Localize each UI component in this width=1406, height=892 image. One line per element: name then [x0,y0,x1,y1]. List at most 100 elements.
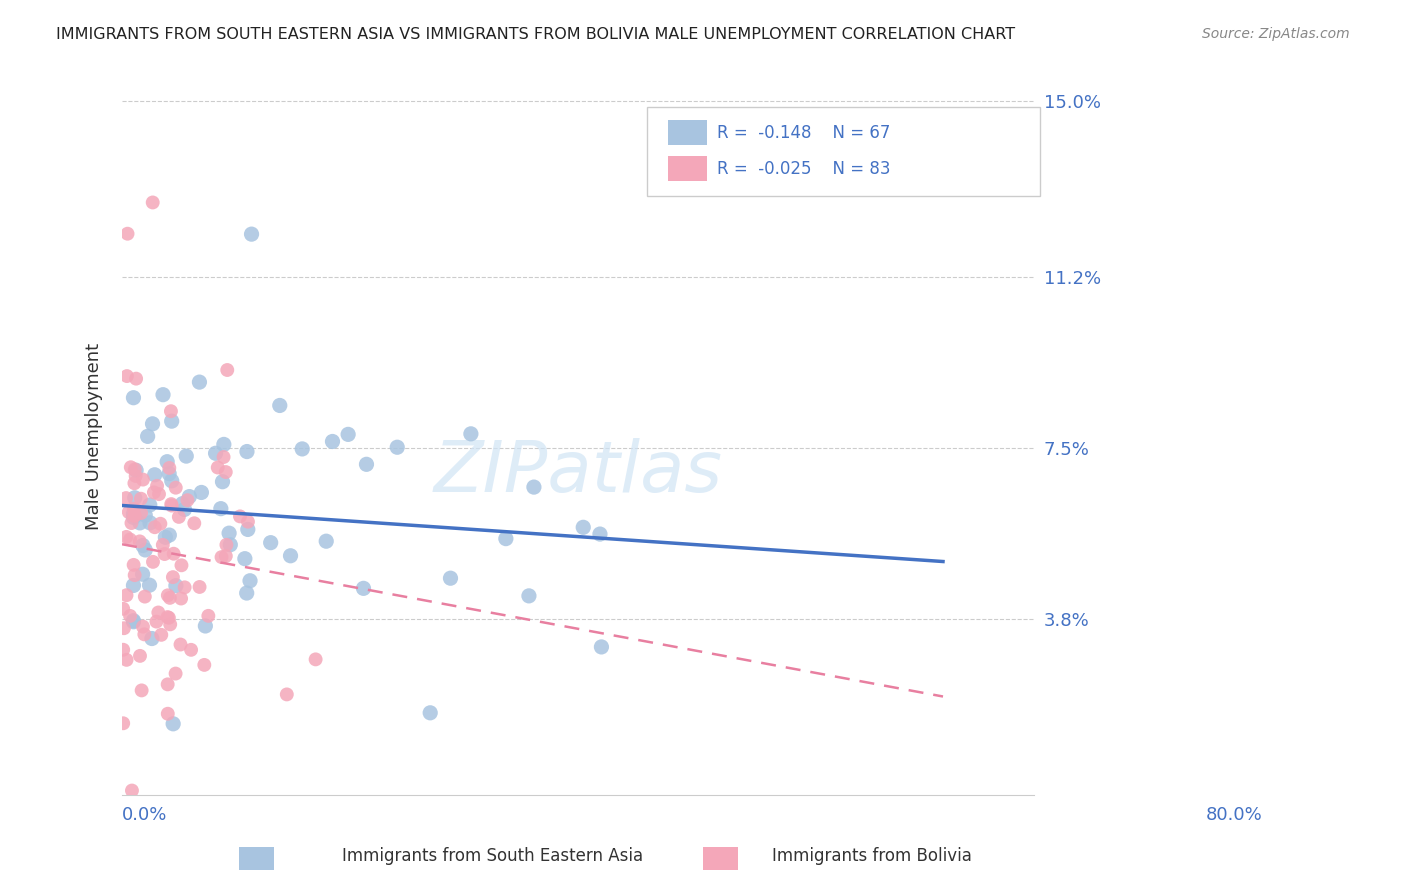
Text: ZIPatlas: ZIPatlas [433,438,723,507]
Point [129,648,152,663]
Point [125,463,148,477]
Point [115,491,138,505]
Point [280,549,302,563]
Point [215,538,238,552]
Point [170,558,193,573]
Point [236,523,259,537]
Point [157,467,180,481]
Point [118,533,141,547]
Point [212,437,235,451]
Point [439,571,461,585]
Point [120,608,142,623]
Point [157,461,180,475]
Point [356,458,378,472]
Point [180,643,202,657]
Point [179,490,201,504]
Point [165,579,187,593]
Point [134,590,156,604]
Point [124,491,146,505]
Point [188,375,211,389]
Point [170,591,193,606]
Point [156,677,179,691]
Point [193,657,215,672]
Point [136,429,159,443]
Text: Immigrants from Bolivia: Immigrants from Bolivia [772,847,972,865]
Point [142,485,165,500]
Point [112,621,135,635]
Point [239,574,262,588]
Point [120,460,142,475]
Point [591,640,613,654]
Point [129,506,152,520]
Point [183,516,205,531]
Point [523,480,546,494]
Point [321,434,343,449]
Point [129,491,152,506]
Point [148,487,170,501]
Point [124,508,146,523]
Point [142,195,165,210]
Text: R =  -0.025    N = 83: R = -0.025 N = 83 [717,160,890,178]
Point [229,509,252,524]
Point [122,615,145,629]
Point [419,706,441,720]
Point [112,602,135,616]
Point [138,578,160,592]
Point [134,508,156,523]
Point [122,510,145,524]
Point [155,530,177,544]
Point [157,611,180,625]
Point [211,475,233,489]
Point [156,706,179,721]
Point [219,538,242,552]
Text: 80.0%: 80.0% [1205,806,1263,824]
Point [115,530,138,544]
Point [150,628,173,642]
Point [236,444,259,458]
Point [124,568,146,582]
Point [139,498,162,512]
Point [218,526,240,541]
Point [194,619,217,633]
Point [211,550,233,565]
Point [162,716,184,731]
Point [134,627,156,641]
Point [260,535,283,549]
Point [118,505,141,519]
Point [122,558,145,572]
Point [121,783,143,797]
Point [162,570,184,584]
Point [291,442,314,456]
Point [152,387,174,401]
Point [176,493,198,508]
Point [145,615,167,629]
Point [173,580,195,594]
Point [122,578,145,592]
Point [115,369,138,384]
Point [353,582,375,596]
Point [215,549,238,563]
Point [125,371,148,385]
Point [165,481,187,495]
Point [112,642,135,657]
Point [121,516,143,530]
Point [153,547,176,561]
Point [124,476,146,491]
Point [167,509,190,524]
Point [112,716,135,731]
Point [160,404,183,418]
Point [215,465,238,479]
Point [212,450,235,464]
Point [122,391,145,405]
Point [131,683,153,698]
Point [139,516,162,530]
Point [315,534,337,549]
Point [236,515,259,529]
Point [134,543,156,558]
Text: R =  -0.148    N = 67: R = -0.148 N = 67 [717,124,890,142]
Point [124,462,146,476]
Point [197,608,219,623]
Point [132,473,155,487]
Point [174,449,197,463]
Point [156,610,179,624]
